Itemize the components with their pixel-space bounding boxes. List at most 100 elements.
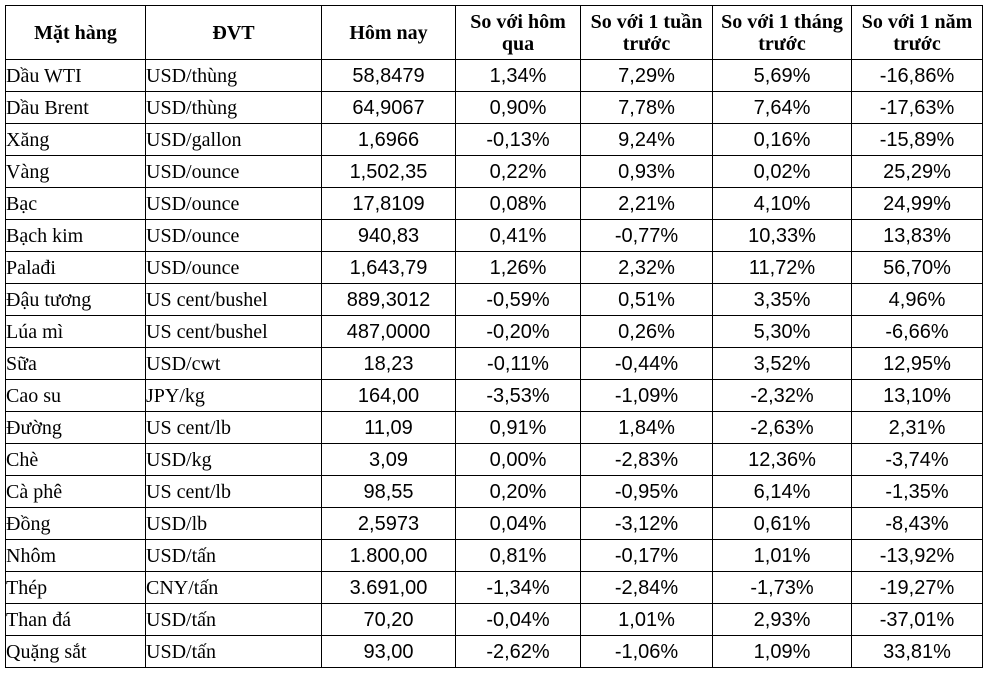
- price-today: 70,20: [321, 603, 456, 636]
- change-vs-week: 2,21%: [580, 187, 713, 220]
- table-header: Mặt hàng ĐVT Hôm nay So với hôm qua So v…: [5, 5, 983, 60]
- price-today: 1.800,00: [321, 539, 456, 572]
- change-vs-day: 0,04%: [455, 507, 581, 540]
- commodity-name: Chè: [5, 443, 146, 476]
- header-unit: ĐVT: [145, 5, 322, 60]
- commodity-name: Lúa mì: [5, 315, 146, 348]
- table-row: Nhôm USD/tấn 1.800,00 0,81% -0,17% 1,01% -13,9…: [5, 539, 983, 572]
- commodity-name: Dầu WTI: [5, 59, 146, 92]
- change-vs-day: 0,08%: [455, 187, 581, 220]
- change-vs-day: -1,34%: [455, 571, 581, 604]
- change-vs-month: 0,16%: [712, 123, 852, 156]
- price-today: 98,55: [321, 475, 456, 508]
- table-row: Vàng USD/ounce 1,502,35 0,22% 0,93% 0,02% 25,2…: [5, 155, 983, 188]
- commodity-unit: USD/cwt: [145, 347, 322, 380]
- change-vs-month: 0,61%: [712, 507, 852, 540]
- change-vs-month: 3,52%: [712, 347, 852, 380]
- change-vs-day: 0,20%: [455, 475, 581, 508]
- change-vs-day: 0,90%: [455, 91, 581, 124]
- price-today: 3.691,00: [321, 571, 456, 604]
- change-vs-day: -0,11%: [455, 347, 581, 380]
- change-vs-month: -2,32%: [712, 379, 852, 412]
- change-vs-year: -16,86%: [851, 59, 983, 92]
- change-vs-year: -8,43%: [851, 507, 983, 540]
- change-vs-week: -0,77%: [580, 219, 713, 252]
- table-row: Chè USD/kg 3,09 0,00% -2,83% 12,36% -3,74%: [5, 443, 983, 476]
- change-vs-year: 12,95%: [851, 347, 983, 380]
- header-vs-day: So với hôm qua: [455, 5, 581, 60]
- change-vs-month: 2,93%: [712, 603, 852, 636]
- table-row: Dầu WTI USD/thùng 58,8479 1,34% 7,29% 5,69% -1…: [5, 59, 983, 92]
- commodity-name: Đồng: [5, 507, 146, 540]
- commodity-name: Cao su: [5, 379, 146, 412]
- commodity-unit: USD/ounce: [145, 251, 322, 284]
- change-vs-week: -3,12%: [580, 507, 713, 540]
- commodity-name: Thép: [5, 571, 146, 604]
- commodity-name: Than đá: [5, 603, 146, 636]
- change-vs-day: -0,20%: [455, 315, 581, 348]
- commodity-unit: USD/ounce: [145, 155, 322, 188]
- change-vs-day: 0,91%: [455, 411, 581, 444]
- change-vs-month: 11,72%: [712, 251, 852, 284]
- change-vs-week: -1,06%: [580, 635, 713, 668]
- change-vs-week: -2,84%: [580, 571, 713, 604]
- change-vs-month: 7,64%: [712, 91, 852, 124]
- header-vs-week: So với 1 tuần trước: [580, 5, 713, 60]
- table-row: Bạch kim USD/ounce 940,83 0,41% -0,77% 10,33%…: [5, 219, 983, 252]
- change-vs-day: -0,59%: [455, 283, 581, 316]
- change-vs-year: 24,99%: [851, 187, 983, 220]
- change-vs-month: 12,36%: [712, 443, 852, 476]
- change-vs-year: 56,70%: [851, 251, 983, 284]
- change-vs-year: 33,81%: [851, 635, 983, 668]
- header-name: Mặt hàng: [5, 5, 146, 60]
- price-today: 889,3012: [321, 283, 456, 316]
- price-today: 1,502,35: [321, 155, 456, 188]
- table-row: Quặng sắt USD/tấn 93,00 -2,62% -1,06% 1,09% 33…: [5, 635, 983, 668]
- change-vs-year: -3,74%: [851, 443, 983, 476]
- table-row: Cà phê US cent/lb 98,55 0,20% -0,95% 6,14% -1,…: [5, 475, 983, 508]
- change-vs-day: 0,22%: [455, 155, 581, 188]
- price-today: 940,83: [321, 219, 456, 252]
- table-row: Than đá USD/tấn 70,20 -0,04% 1,01% 2,93% -37,0…: [5, 603, 983, 636]
- change-vs-week: 1,01%: [580, 603, 713, 636]
- change-vs-week: -1,09%: [580, 379, 713, 412]
- header-today: Hôm nay: [321, 5, 456, 60]
- price-today: 17,8109: [321, 187, 456, 220]
- price-today: 11,09: [321, 411, 456, 444]
- commodity-unit: USD/tấn: [145, 539, 322, 572]
- change-vs-month: 1,09%: [712, 635, 852, 668]
- commodity-name: Bạch kim: [5, 219, 146, 252]
- table-row: Sữa USD/cwt 18,23 -0,11% -0,44% 3,52% 12,95%: [5, 347, 983, 380]
- change-vs-week: 9,24%: [580, 123, 713, 156]
- change-vs-year: -17,63%: [851, 91, 983, 124]
- change-vs-month: 4,10%: [712, 187, 852, 220]
- change-vs-year: 13,83%: [851, 219, 983, 252]
- commodity-name: Dầu Brent: [5, 91, 146, 124]
- price-today: 93,00: [321, 635, 456, 668]
- table-row: Dầu Brent USD/thùng 64,9067 0,90% 7,78% 7,64%…: [5, 91, 983, 124]
- price-today: 58,8479: [321, 59, 456, 92]
- price-today: 487,0000: [321, 315, 456, 348]
- change-vs-year: -1,35%: [851, 475, 983, 508]
- change-vs-day: 1,34%: [455, 59, 581, 92]
- table-row: Đậu tương US cent/bushel 889,3012 -0,59% 0,5…: [5, 283, 983, 316]
- change-vs-week: 0,51%: [580, 283, 713, 316]
- change-vs-year: -13,92%: [851, 539, 983, 572]
- commodity-unit: USD/lb: [145, 507, 322, 540]
- price-today: 164,00: [321, 379, 456, 412]
- table-row: Xăng USD/gallon 1,6966 -0,13% 9,24% 0,16% -15,…: [5, 123, 983, 156]
- table-row: Palađi USD/ounce 1,643,79 1,26% 2,32% 11,72% 5…: [5, 251, 983, 284]
- change-vs-week: 7,29%: [580, 59, 713, 92]
- change-vs-week: 1,84%: [580, 411, 713, 444]
- change-vs-month: 0,02%: [712, 155, 852, 188]
- change-vs-week: -0,17%: [580, 539, 713, 572]
- commodity-name: Bạc: [5, 187, 146, 220]
- change-vs-week: -0,95%: [580, 475, 713, 508]
- table-row: Bạc USD/ounce 17,8109 0,08% 2,21% 4,10% 24,99%: [5, 187, 983, 220]
- change-vs-year: 25,29%: [851, 155, 983, 188]
- table-row: Đường US cent/lb 11,09 0,91% 1,84% -2,63% 2,31…: [5, 411, 983, 444]
- table-row: Đồng USD/lb 2,5973 0,04% -3,12% 0,61% -8,43%: [5, 507, 983, 540]
- change-vs-year: -19,27%: [851, 571, 983, 604]
- change-vs-day: 0,41%: [455, 219, 581, 252]
- change-vs-week: 2,32%: [580, 251, 713, 284]
